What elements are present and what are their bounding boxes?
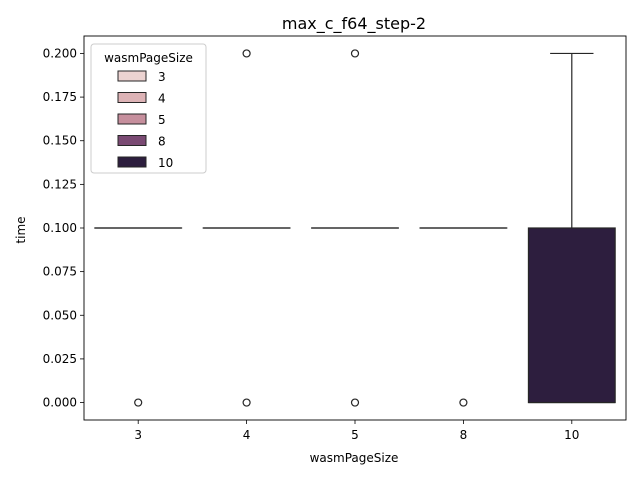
legend-label: 5: [158, 113, 166, 127]
outlier-point: [459, 398, 468, 407]
legend-label: 3: [158, 70, 166, 84]
box-group-4: [202, 49, 291, 407]
box-group-8: [419, 227, 508, 407]
y-tick-label: 0.125: [43, 177, 77, 191]
outlier-point: [242, 49, 251, 58]
legend-item-3: 3: [117, 70, 166, 84]
outlier-point: [242, 398, 251, 407]
outlier-point: [350, 49, 360, 58]
x-tick-label: 8: [460, 428, 468, 442]
legend-label: 4: [158, 92, 166, 106]
legend: wasmPageSize 3 4 5 8 10: [90, 43, 207, 174]
box-group-5: [311, 49, 399, 407]
x-tick-label: 4: [243, 428, 251, 442]
outlier-point: [350, 398, 360, 407]
legend-item-8: 8: [117, 135, 166, 149]
y-tick-label: 0.200: [43, 46, 77, 60]
legend-label: 8: [158, 135, 166, 149]
y-tick-label: 0.100: [43, 221, 77, 235]
box-group-3: [94, 227, 183, 407]
y-tick-label: 0.025: [43, 352, 77, 366]
legend-item-5: 5: [117, 113, 166, 127]
box-10: [527, 227, 616, 404]
legend-item-4: 4: [117, 92, 166, 106]
x-tick-label: 10: [564, 428, 579, 442]
legend-title: wasmPageSize: [104, 51, 193, 65]
legend-swatch: [117, 92, 147, 103]
outlier-point: [134, 398, 143, 407]
legend-item-10: 10: [117, 156, 173, 170]
y-tick-label: 0.150: [43, 134, 77, 148]
legend-swatch: [117, 70, 147, 82]
plot-area: 0.000 0.025 0.050 0.075 0.100 0.125 0.150 0.175…: [43, 35, 627, 442]
legend-label: 10: [158, 156, 173, 170]
chart-title: max_c_f64_step-2: [282, 14, 426, 34]
y-axis-label: time: [14, 216, 28, 243]
legend-swatch: [117, 135, 147, 146]
x-axis-label: wasmPageSize: [310, 451, 399, 465]
axes-frame: [83, 35, 627, 421]
y-tick-label: 0.075: [43, 265, 77, 279]
x-tick-label: 5: [351, 428, 359, 442]
x-tick-label: 3: [134, 428, 142, 442]
legend-swatch: [117, 113, 147, 125]
y-tick-label: 0.000: [43, 396, 77, 410]
box-group-10: [527, 52, 616, 404]
y-tick-label: 0.050: [43, 308, 77, 322]
y-tick-label: 0.175: [43, 90, 77, 104]
legend-swatch: [117, 156, 147, 168]
